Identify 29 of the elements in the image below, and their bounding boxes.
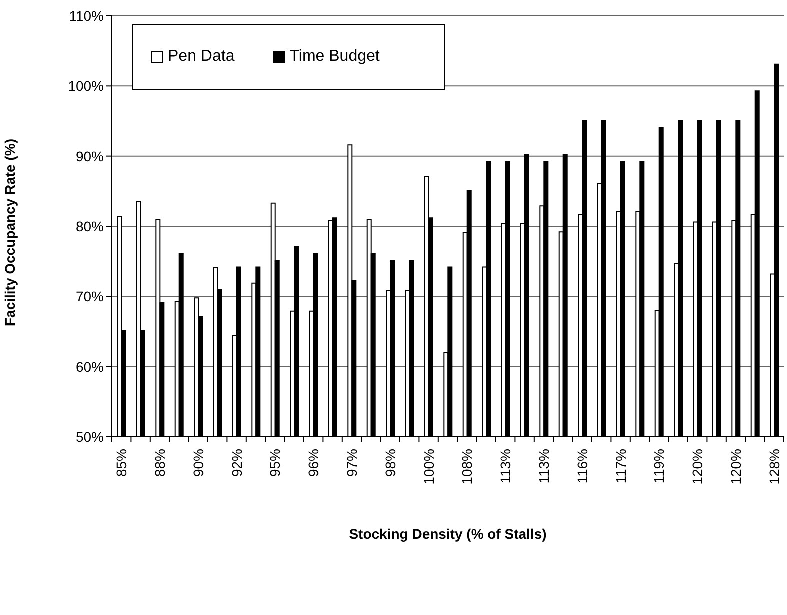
legend-label: Time Budget (288, 48, 380, 66)
x-tick-label: 90% (190, 449, 206, 478)
x-tick-label: 113% (498, 449, 514, 484)
x-axis-title: Stocking Density (% of Stalls) (349, 526, 547, 542)
y-tick-label: 100% (68, 78, 104, 94)
y-tick-label: 110% (69, 8, 104, 24)
x-tick-label: 85% (114, 449, 130, 478)
y-tick-label: 50% (76, 428, 104, 445)
x-tick-label: 95% (267, 449, 284, 478)
x-tick-label: 120% (690, 449, 706, 485)
x-tick-label: 97% (344, 449, 360, 478)
y-tick-label: 60% (76, 358, 104, 375)
x-tick-label: 96% (306, 449, 322, 478)
x-tick-label: 119% (651, 449, 668, 484)
x-tick-label: 92% (228, 449, 245, 478)
x-tick-label: 116% (574, 449, 590, 484)
x-tick-label: 100% (420, 449, 437, 485)
x-tick-label: 128% (766, 449, 782, 485)
x-tick-label: 113% (536, 449, 552, 484)
y-tick-label: 90% (76, 148, 104, 164)
y-tick-label: 80% (76, 218, 104, 234)
x-tick-label: 117% (612, 449, 629, 484)
y-tick-label: 70% (76, 288, 104, 305)
y-axis-title: Facility Occupancy Rate (%) (2, 138, 18, 326)
x-tick-label: 98% (382, 449, 398, 478)
x-tick-label: 108% (459, 449, 476, 485)
x-tick-label: 88% (152, 449, 168, 478)
legend-label: Pen Data (167, 48, 235, 66)
x-tick-label: 120% (728, 449, 744, 485)
